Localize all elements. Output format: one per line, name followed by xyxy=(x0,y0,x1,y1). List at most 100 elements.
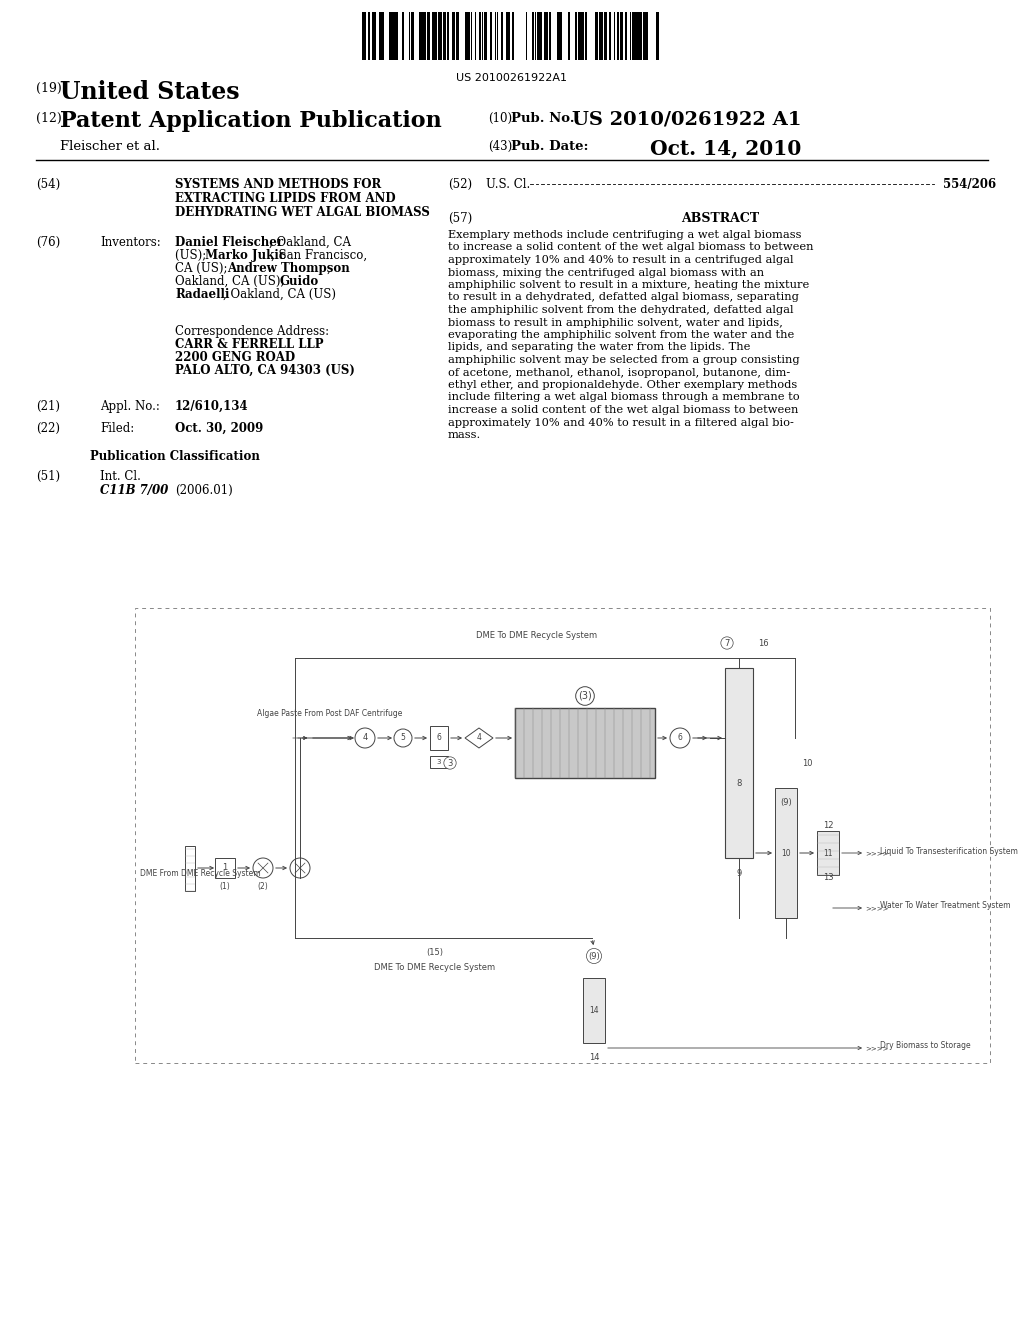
Text: , San Francisco,: , San Francisco, xyxy=(271,249,368,261)
Bar xyxy=(379,12,382,59)
Bar xyxy=(568,12,570,59)
Bar xyxy=(411,12,414,59)
Text: of acetone, methanol, ethanol, isopropanol, butanone, dim-: of acetone, methanol, ethanol, isopropan… xyxy=(449,367,791,378)
Text: (15): (15) xyxy=(427,949,443,957)
Text: increase a solid content of the wet algal biomass to between: increase a solid content of the wet alga… xyxy=(449,405,799,414)
Text: 10: 10 xyxy=(802,759,812,767)
Circle shape xyxy=(355,729,375,748)
Text: Algae Paste From Post DAF Centrifuge: Algae Paste From Post DAF Centrifuge xyxy=(257,709,402,718)
Text: (US);: (US); xyxy=(175,249,210,261)
Text: amphiphilic solvent to result in a mixture, heating the mixture: amphiphilic solvent to result in a mixtu… xyxy=(449,280,809,290)
Text: DME To DME Recycle System: DME To DME Recycle System xyxy=(375,964,496,973)
Bar xyxy=(393,12,396,59)
Text: PALO ALTO, CA 94303 (US): PALO ALTO, CA 94303 (US) xyxy=(175,364,355,378)
Bar xyxy=(440,12,442,59)
Bar xyxy=(583,978,605,1043)
Bar xyxy=(604,12,607,59)
Text: 12/610,134: 12/610,134 xyxy=(175,400,249,413)
Bar xyxy=(599,12,601,59)
Text: ABSTRACT: ABSTRACT xyxy=(681,213,759,224)
Text: to result in a dehydrated, defatted algal biomass, separating: to result in a dehydrated, defatted alga… xyxy=(449,293,799,302)
Text: 6: 6 xyxy=(436,734,441,742)
Text: Oct. 30, 2009: Oct. 30, 2009 xyxy=(175,422,263,436)
Text: 3: 3 xyxy=(437,759,441,766)
Bar xyxy=(512,12,514,59)
Text: Patent Application Publication: Patent Application Publication xyxy=(60,110,441,132)
Text: approximately 10% and 40% to result in a filtered algal bio-: approximately 10% and 40% to result in a… xyxy=(449,417,794,428)
Text: (43): (43) xyxy=(488,140,512,153)
Bar xyxy=(775,788,797,917)
Bar xyxy=(438,12,440,59)
Text: >>>>: >>>> xyxy=(865,1045,889,1051)
Text: (19): (19) xyxy=(36,82,61,95)
Text: Daniel Fleischer: Daniel Fleischer xyxy=(175,236,283,249)
Text: , Oakland, CA (US): , Oakland, CA (US) xyxy=(223,288,336,301)
Text: biomass to result in amphiphilic solvent, water and lipids,: biomass to result in amphiphilic solvent… xyxy=(449,318,783,327)
Bar xyxy=(544,12,547,59)
Circle shape xyxy=(670,729,690,748)
Bar xyxy=(382,12,384,59)
Text: Andrew Thompson: Andrew Thompson xyxy=(227,261,350,275)
Text: (51): (51) xyxy=(36,470,60,483)
Bar xyxy=(490,12,492,59)
Text: (1): (1) xyxy=(219,882,230,891)
Bar xyxy=(581,12,583,59)
Text: SYSTEMS AND METHODS FOR: SYSTEMS AND METHODS FOR xyxy=(175,178,381,191)
Text: Dry Biomass to Storage: Dry Biomass to Storage xyxy=(880,1041,971,1051)
Bar xyxy=(638,12,641,59)
Bar xyxy=(453,12,455,59)
Bar xyxy=(609,12,611,59)
Bar xyxy=(430,726,449,750)
Text: approximately 10% and 40% to result in a centrifuged algal: approximately 10% and 40% to result in a… xyxy=(449,255,794,265)
Circle shape xyxy=(290,858,310,878)
Bar xyxy=(135,609,990,1063)
Bar xyxy=(537,12,540,59)
Bar xyxy=(372,12,374,59)
Bar xyxy=(185,846,195,891)
Text: United States: United States xyxy=(60,81,240,104)
Text: DME From DME Recycle System: DME From DME Recycle System xyxy=(140,869,261,878)
Text: >>>>: >>>> xyxy=(865,906,889,911)
Bar xyxy=(447,12,449,59)
Text: US 2010/0261922 A1: US 2010/0261922 A1 xyxy=(572,110,802,128)
Bar xyxy=(421,12,423,59)
Bar xyxy=(617,12,618,59)
Text: 1: 1 xyxy=(222,863,227,873)
Text: 14: 14 xyxy=(589,1006,599,1015)
Text: U.S. Cl.: U.S. Cl. xyxy=(486,178,530,191)
Text: evaporating the amphiphilic solvent from the water and the: evaporating the amphiphilic solvent from… xyxy=(449,330,795,341)
Text: lipids, and separating the water from the lipids. The: lipids, and separating the water from th… xyxy=(449,342,751,352)
Text: 2200 GENG ROAD: 2200 GENG ROAD xyxy=(175,351,295,364)
Text: (2006.01): (2006.01) xyxy=(175,484,232,498)
Text: (3): (3) xyxy=(579,690,592,701)
Bar xyxy=(432,12,435,59)
Text: (76): (76) xyxy=(36,236,60,249)
Text: (10): (10) xyxy=(488,112,512,125)
Text: DME To DME Recycle System: DME To DME Recycle System xyxy=(476,631,597,640)
Text: 4: 4 xyxy=(476,734,481,742)
Text: 4: 4 xyxy=(362,734,368,742)
Bar xyxy=(362,12,365,59)
Bar xyxy=(508,12,510,59)
Text: Liquid To Transesterification System: Liquid To Transesterification System xyxy=(880,846,1018,855)
Text: (12): (12) xyxy=(36,112,61,125)
Text: (9): (9) xyxy=(780,799,792,808)
Text: (52): (52) xyxy=(449,178,472,191)
Text: Fleischer et al.: Fleischer et al. xyxy=(60,140,160,153)
Bar xyxy=(430,756,449,768)
Text: Inventors:: Inventors: xyxy=(100,236,161,249)
Bar xyxy=(390,12,393,59)
Text: (22): (22) xyxy=(36,422,60,436)
Polygon shape xyxy=(465,729,493,748)
Text: Pub. Date:: Pub. Date: xyxy=(511,140,589,153)
Text: 8: 8 xyxy=(736,779,741,788)
Text: 16: 16 xyxy=(758,639,769,648)
Text: (2): (2) xyxy=(258,882,268,891)
Bar xyxy=(557,12,559,59)
Bar xyxy=(443,12,446,59)
Bar xyxy=(484,12,487,59)
Text: (57): (57) xyxy=(449,213,472,224)
Bar xyxy=(595,12,598,59)
Bar xyxy=(540,12,542,59)
Bar xyxy=(457,12,459,59)
